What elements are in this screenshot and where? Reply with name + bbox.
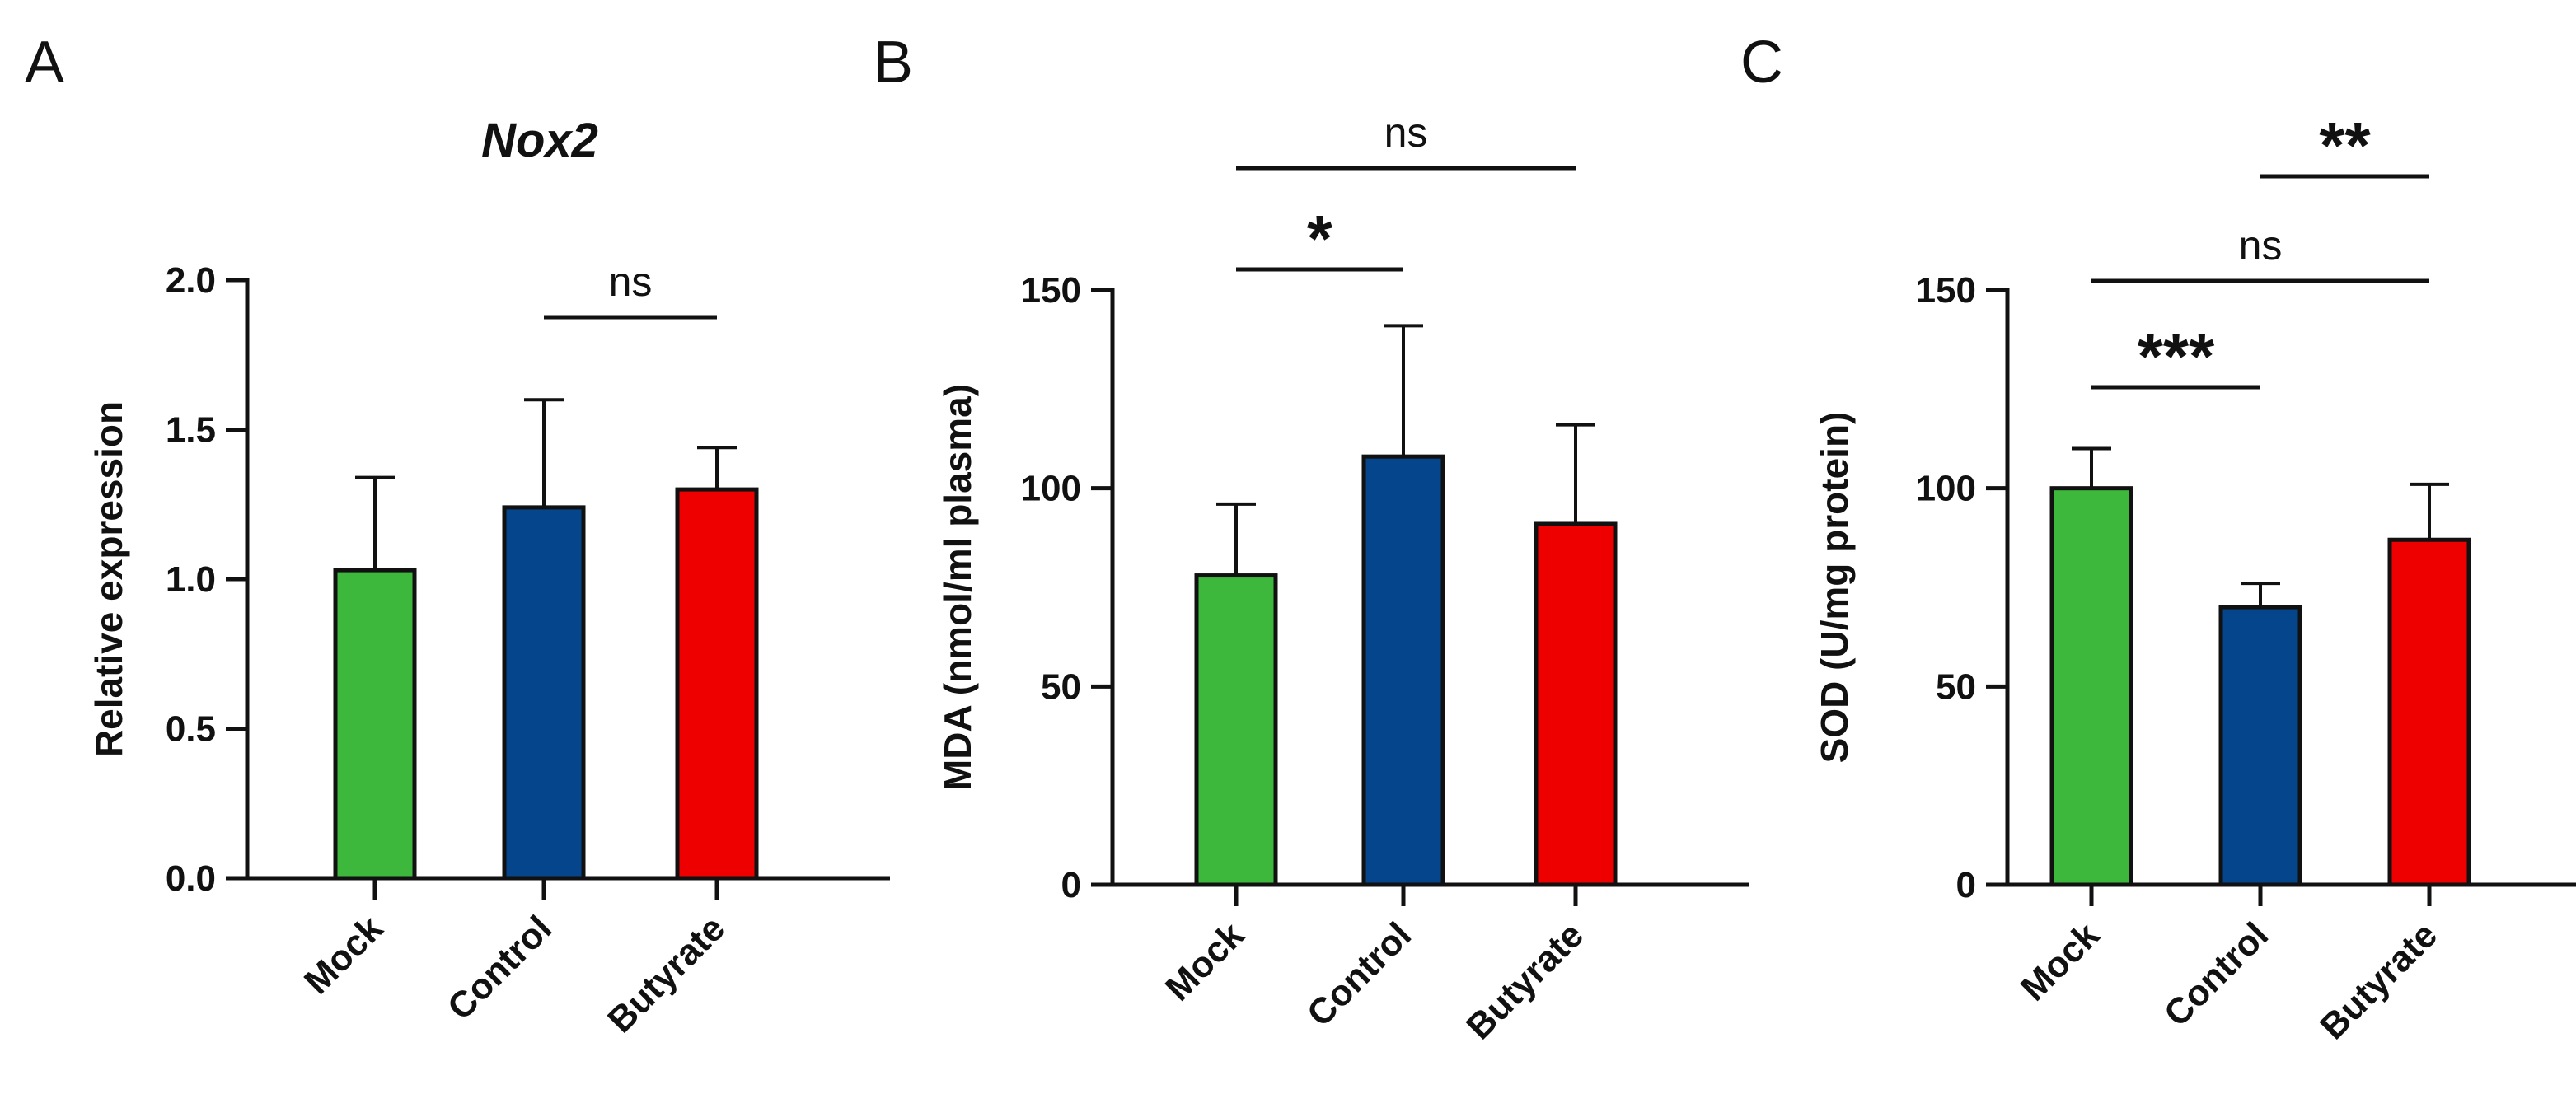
y-axis-label: Relative expression [87, 401, 130, 757]
x-tick-label-butyrate: Butyrate [600, 908, 733, 1040]
bar-mock [2049, 486, 2133, 887]
panel-b: B MDA (nmol/ml plasma) 0 50 100 150 Mock Contro… [873, 30, 1749, 1047]
y-tick-label: 100 [1021, 469, 1081, 509]
bar-mock [1194, 573, 1278, 887]
bar-control [1361, 454, 1445, 887]
y-tick-label: 0.5 [166, 709, 216, 750]
y-tick-label: 0.0 [166, 858, 216, 899]
significance-label: *** [2138, 320, 2215, 393]
bar-mock [333, 568, 417, 881]
significance-label: * [1307, 202, 1333, 275]
significance-label: ns [1384, 110, 1428, 156]
x-tick-label-butyrate: Butyrate [1459, 914, 1591, 1047]
y-tick-label: 50 [1041, 666, 1081, 707]
bar-butyrate [675, 487, 759, 881]
panel-letter: B [873, 30, 913, 96]
y-tick-label: 100 [1916, 469, 1976, 509]
x-tick-label-control: Control [1300, 914, 1419, 1034]
y-tick-label: 1.5 [166, 410, 216, 451]
panel-a: A Nox2 Relative expression 0.0 0.5 1.0 1.5 2.0 M… [25, 30, 890, 1040]
bar-control [2218, 605, 2302, 887]
y-tick-label: 50 [1936, 666, 1976, 707]
y-tick-label: 1.0 [166, 559, 216, 600]
significance-label: ns [2239, 222, 2283, 269]
y-tick-label: 0 [1061, 865, 1081, 905]
bar-butyrate [1534, 521, 1618, 887]
x-tick-label-control: Control [440, 908, 560, 1027]
x-tick-label-mock: Mock [1158, 914, 1253, 1009]
y-tick-label: 150 [1916, 270, 1976, 311]
bar-butyrate [2387, 537, 2471, 887]
y-tick-label: 0 [1956, 865, 1976, 905]
y-axis-label: SOD (U/mg protein) [1813, 412, 1856, 764]
panel-letter: C [1740, 30, 1783, 96]
y-axis-label: MDA (nmol/ml plasma) [936, 384, 979, 791]
x-tick-label-control: Control [2157, 914, 2276, 1034]
x-tick-label-mock: Mock [2013, 914, 2108, 1009]
y-tick-label: 2.0 [166, 260, 216, 301]
y-tick-label: 150 [1021, 270, 1081, 311]
panel-letter: A [25, 30, 64, 96]
significance-label: ns [609, 259, 653, 305]
panel-c: C SOD (U/mg protein) 0 50 100 150 Mock Control B… [1740, 30, 2576, 1047]
bar-control [502, 505, 586, 881]
x-tick-label-mock: Mock [297, 908, 391, 1003]
chart-title: Nox2 [481, 114, 598, 167]
significance-label: ** [2319, 109, 2371, 182]
x-tick-label-butyrate: Butyrate [2312, 914, 2445, 1047]
